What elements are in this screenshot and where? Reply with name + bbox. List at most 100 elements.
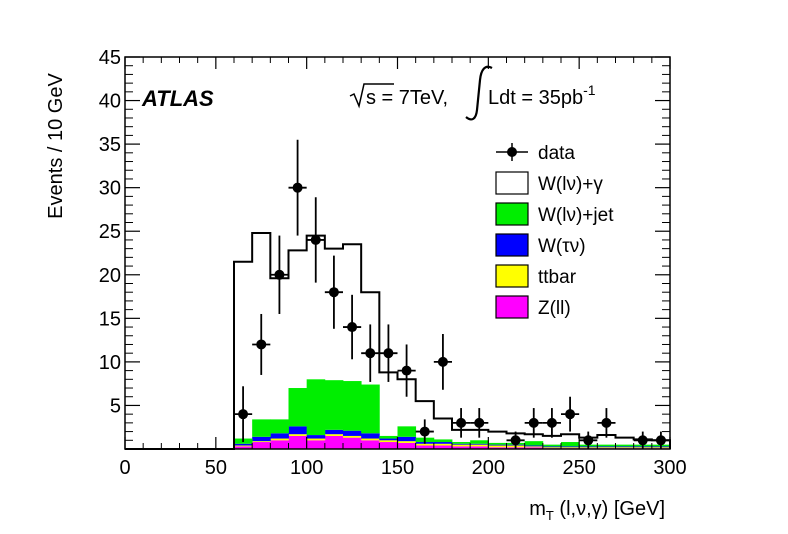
legend-swatch-ttbar — [495, 264, 529, 288]
legend-label-ttbar: ttbar — [538, 267, 577, 288]
bar-ttbar-0 — [234, 445, 253, 447]
bar-ttbar-14 — [488, 445, 507, 448]
bar-ttbar-9 — [397, 441, 417, 443]
legend-label-w-l-jet: W(lν)+jet — [538, 205, 614, 226]
y-axis-title: Events / 10 GeV — [45, 73, 67, 219]
bar-w--1 — [252, 436, 271, 442]
bar-w--4 — [306, 435, 326, 439]
data-point-17 — [565, 409, 576, 420]
data-point-21 — [655, 435, 666, 446]
luminosity-exp: -1 — [583, 82, 596, 98]
sqrt-symbol — [349, 83, 394, 109]
legend-marker-data — [507, 147, 517, 157]
bar-z-ll--14 — [488, 447, 507, 449]
x-tick-label-50: 50 — [205, 457, 227, 479]
bar-w--12 — [452, 443, 471, 445]
bar-w--13 — [470, 443, 489, 445]
y-tick-label-15: 15 — [99, 308, 121, 330]
bar-w--5 — [324, 429, 344, 435]
data-point-9 — [401, 365, 412, 376]
y-tick-label-5: 5 — [110, 395, 121, 417]
x-tick-label-250: 250 — [562, 457, 595, 479]
bar-ttbar-11 — [433, 443, 453, 446]
bar-ttbar-4 — [306, 438, 326, 441]
bar-w--21 — [615, 446, 635, 448]
x-axis-title: mT (l,ν,γ) [GeV] — [529, 498, 665, 523]
bar-ttbar-10 — [415, 443, 435, 446]
legend-swatch-w-l- — [495, 171, 529, 195]
data-point-13 — [474, 417, 485, 428]
y-tick-label-40: 40 — [99, 91, 121, 113]
data-point-6 — [347, 322, 358, 333]
data-point-15 — [528, 417, 539, 428]
x-axis-title-rest: (l,ν,γ) [GeV] — [554, 498, 665, 520]
bar-z-ll--3 — [288, 435, 308, 449]
bar-w-l-jet-20 — [597, 444, 616, 447]
luminosity-main: Ldt = 35pb — [488, 87, 583, 109]
bar-w-l-jet-3 — [288, 388, 308, 427]
histogram-stack — [234, 379, 671, 449]
total-line — [125, 231, 671, 450]
bar-z-ll--6 — [343, 437, 362, 449]
bar-ttbar-12 — [452, 444, 471, 447]
bar-z-ll--2 — [270, 440, 289, 449]
bar-w--9 — [397, 436, 417, 442]
atlas-label: ATLAS — [141, 86, 214, 111]
data-point-10 — [419, 426, 430, 437]
data-point-1 — [256, 339, 267, 350]
bar-w-l-jet-17 — [542, 444, 562, 447]
x-tick-label-100: 100 — [290, 457, 323, 479]
bar-z-ll--8 — [379, 442, 398, 449]
x-tick-label-0: 0 — [119, 457, 130, 479]
x-axis-title-main: m — [529, 498, 546, 520]
bar-z-ll--5 — [324, 435, 344, 449]
bar-z-ll--10 — [415, 445, 435, 449]
bar-z-ll--0 — [234, 446, 253, 449]
bar-ttbar-13 — [470, 444, 489, 447]
y-tick-label-20: 20 — [99, 265, 121, 287]
legend-label-z-ll-: Z(ll) — [538, 298, 571, 319]
bar-z-ll--1 — [252, 442, 271, 449]
bar-z-ll--11 — [433, 445, 453, 449]
energy-lumi-label: s = 7TeV, Ldt = 35pb-1 — [349, 65, 596, 121]
bar-w-l-jet-6 — [343, 381, 362, 431]
bar-w--8 — [379, 438, 398, 441]
bar-ttbar-3 — [288, 434, 308, 436]
bar-z-ll--7 — [361, 440, 380, 449]
bar-w-l-jet-5 — [324, 380, 344, 430]
bar-w--2 — [270, 433, 289, 439]
bar-z-ll--13 — [470, 446, 489, 449]
bar-w-l-jet-12 — [452, 442, 471, 444]
total-step-line — [125, 231, 671, 450]
bar-w-l-jet-14 — [488, 442, 507, 445]
bar-ttbar-5 — [324, 434, 344, 436]
bar-w--7 — [361, 433, 380, 439]
data-point-12 — [456, 417, 467, 428]
x-tick-label-150: 150 — [381, 457, 414, 479]
legend-label-w-: W(τν) — [538, 236, 586, 257]
bar-ttbar-6 — [343, 435, 362, 438]
bar-ttbar-21 — [615, 447, 635, 449]
data-point-14 — [510, 435, 521, 446]
bar-z-ll--12 — [452, 446, 471, 449]
sqrt-s-text: s = 7TeV, — [366, 87, 448, 109]
bar-w-l-jet-21 — [615, 444, 635, 447]
axis-ticks: 0 50 100 150 200 250 300 5 10 15 20 25 30 35 40 45 — [99, 47, 687, 479]
data-point-16 — [546, 417, 557, 428]
bar-w-l-jet-16 — [524, 441, 544, 446]
data-point-0 — [238, 409, 249, 420]
x-axis-title-sub: T — [546, 508, 554, 523]
y-tick-label-30: 30 — [99, 178, 121, 200]
y-tick-label-25: 25 — [99, 221, 121, 243]
bar-w--3 — [288, 426, 308, 435]
y-tick-label-45: 45 — [99, 47, 121, 69]
bar-w-l-jet-4 — [306, 379, 326, 436]
data-point-18 — [583, 435, 594, 446]
luminosity-text: Ldt = 35pb-1 — [488, 82, 596, 109]
bar-z-ll--9 — [397, 442, 417, 449]
legend: data W(lν)+γ W(lν)+jet W(τν) ttbar Z(ll) — [495, 143, 614, 319]
data-point-5 — [328, 287, 339, 298]
bar-w-l-jet-8 — [379, 435, 398, 439]
plot-frame — [124, 56, 671, 450]
bar-w--20 — [597, 446, 616, 448]
